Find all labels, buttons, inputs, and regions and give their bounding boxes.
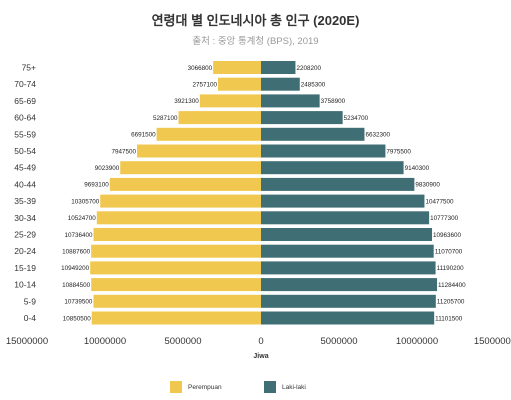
data-label-perempuan: 10884500 [62,282,91,289]
bar-perempuan [100,194,261,208]
data-label-perempuan: 10949200 [61,265,90,272]
age-group-label: 10-14 [14,280,36,290]
data-label-laki-laki: 10477500 [425,198,454,205]
bar-perempuan [91,244,261,258]
data-label-perempuan: 10739500 [64,299,93,306]
bar-laki-laki [261,127,365,141]
data-label-perempuan: 10736400 [64,232,93,239]
data-label-laki-laki: 10963600 [433,232,462,239]
data-label-laki-laki: 11205700 [437,299,465,306]
bar-laki-laki [261,211,430,225]
bar-perempuan [96,211,261,225]
legend-swatch-laki-laki [264,381,276,393]
x-tick-label: 15000000 [6,336,48,347]
data-label-perempuan: 7947500 [112,148,137,155]
bar-perempuan [90,261,262,275]
data-label-laki-laki: 11190200 [437,265,465,272]
data-label-laki-laki: 11284400 [438,282,466,289]
data-label-laki-laki: 10777300 [430,215,459,222]
data-label-perempuan: 9693100 [84,182,109,189]
age-group-label: 55-59 [14,129,36,139]
age-group-label: 75+ [22,63,36,73]
age-group-label: 15-19 [14,263,36,273]
bar-perempuan [93,228,261,241]
data-label-laki-laki: 9140300 [405,165,430,172]
bar-perempuan [213,61,261,74]
bar-laki-laki [261,61,296,74]
data-label-laki-laki: 11070700 [435,249,463,256]
x-tick-label: 5000000 [321,336,358,347]
bar-perempuan [199,94,261,108]
age-group-label: 60-64 [14,113,36,123]
data-label-laki-laki: 11101500 [435,315,463,322]
bar-laki-laki [261,194,425,208]
legend-label-laki-laki: Laki-laki [282,383,306,391]
bar-perempuan [91,311,261,325]
bar-laki-laki [261,111,343,125]
x-tick-label: 10000000 [84,336,126,347]
x-tick-label: 10000000 [396,336,438,347]
age-group-label: 20-24 [14,246,36,256]
data-label-laki-laki: 5234700 [344,115,369,122]
x-tick-label: 0 [258,336,263,347]
data-label-perempuan: 6691500 [131,132,156,139]
age-group-label: 25-29 [14,230,36,240]
bar-laki-laki [261,161,404,175]
bar-perempuan [178,111,261,125]
age-group-label: 0-4 [24,313,37,323]
bar-perempuan [109,177,261,191]
data-label-perempuan: 10524700 [68,215,97,222]
bar-laki-laki [261,244,434,258]
data-label-perempuan: 10850500 [63,315,92,322]
legend-label-perempuan: Perempuan [188,383,222,391]
data-label-laki-laki: 6632300 [365,132,390,139]
age-group-label: 45-49 [14,163,36,173]
data-label-perempuan: 9023900 [95,165,120,172]
bar-laki-laki [261,77,300,91]
legend-item-perempuan: Perempuan [170,381,222,393]
data-label-laki-laki: 2208200 [296,65,321,72]
chart-subtitle: 출처 : 중앙 통계청 (BPS), 2019 [192,36,319,47]
data-label-laki-laki: 3758900 [321,98,346,105]
bar-laki-laki [261,94,320,108]
age-group-label: 5-9 [24,296,37,306]
age-group-label: 30-34 [14,213,36,223]
x-tick-label: 5000000 [165,336,202,347]
bar-perempuan [217,77,261,91]
data-label-laki-laki: 2485300 [301,82,326,89]
chart-title: 연령대 별 인도네시아 총 인구 (2020E) [151,13,360,28]
bar-laki-laki [261,228,433,241]
data-label-perempuan: 5287100 [153,115,178,122]
data-label-perempuan: 2757100 [192,82,217,89]
bar-perempuan [93,294,261,308]
data-label-perempuan: 3066800 [188,65,213,72]
x-axis-title: Jiwa [253,353,268,360]
bar-laki-laki [261,261,436,275]
bar-perempuan [156,127,261,141]
bar-perempuan [137,144,261,158]
x-tick-label: 15000000 [474,336,511,347]
age-group-label: 40-44 [14,179,36,189]
data-label-perempuan: 10887600 [62,249,91,256]
data-label-perempuan: 3921300 [174,98,199,105]
legend-item-laki-laki: Laki-laki [264,381,306,393]
data-label-perempuan: 10305700 [71,198,100,205]
age-group-label: 35-39 [14,196,36,206]
age-group-label: 70-74 [14,79,36,89]
age-group-label: 50-54 [14,146,36,156]
bar-perempuan [120,161,261,175]
bar-perempuan [91,278,261,292]
data-label-laki-laki: 7975500 [386,148,411,155]
bar-laki-laki [261,144,386,158]
data-label-laki-laki: 9830900 [415,182,440,189]
bar-laki-laki [261,311,435,325]
bar-laki-laki [261,278,438,292]
bar-laki-laki [261,294,436,308]
legend-swatch-perempuan [170,381,182,393]
bar-laki-laki [261,177,415,191]
age-group-label: 65-69 [14,96,36,106]
